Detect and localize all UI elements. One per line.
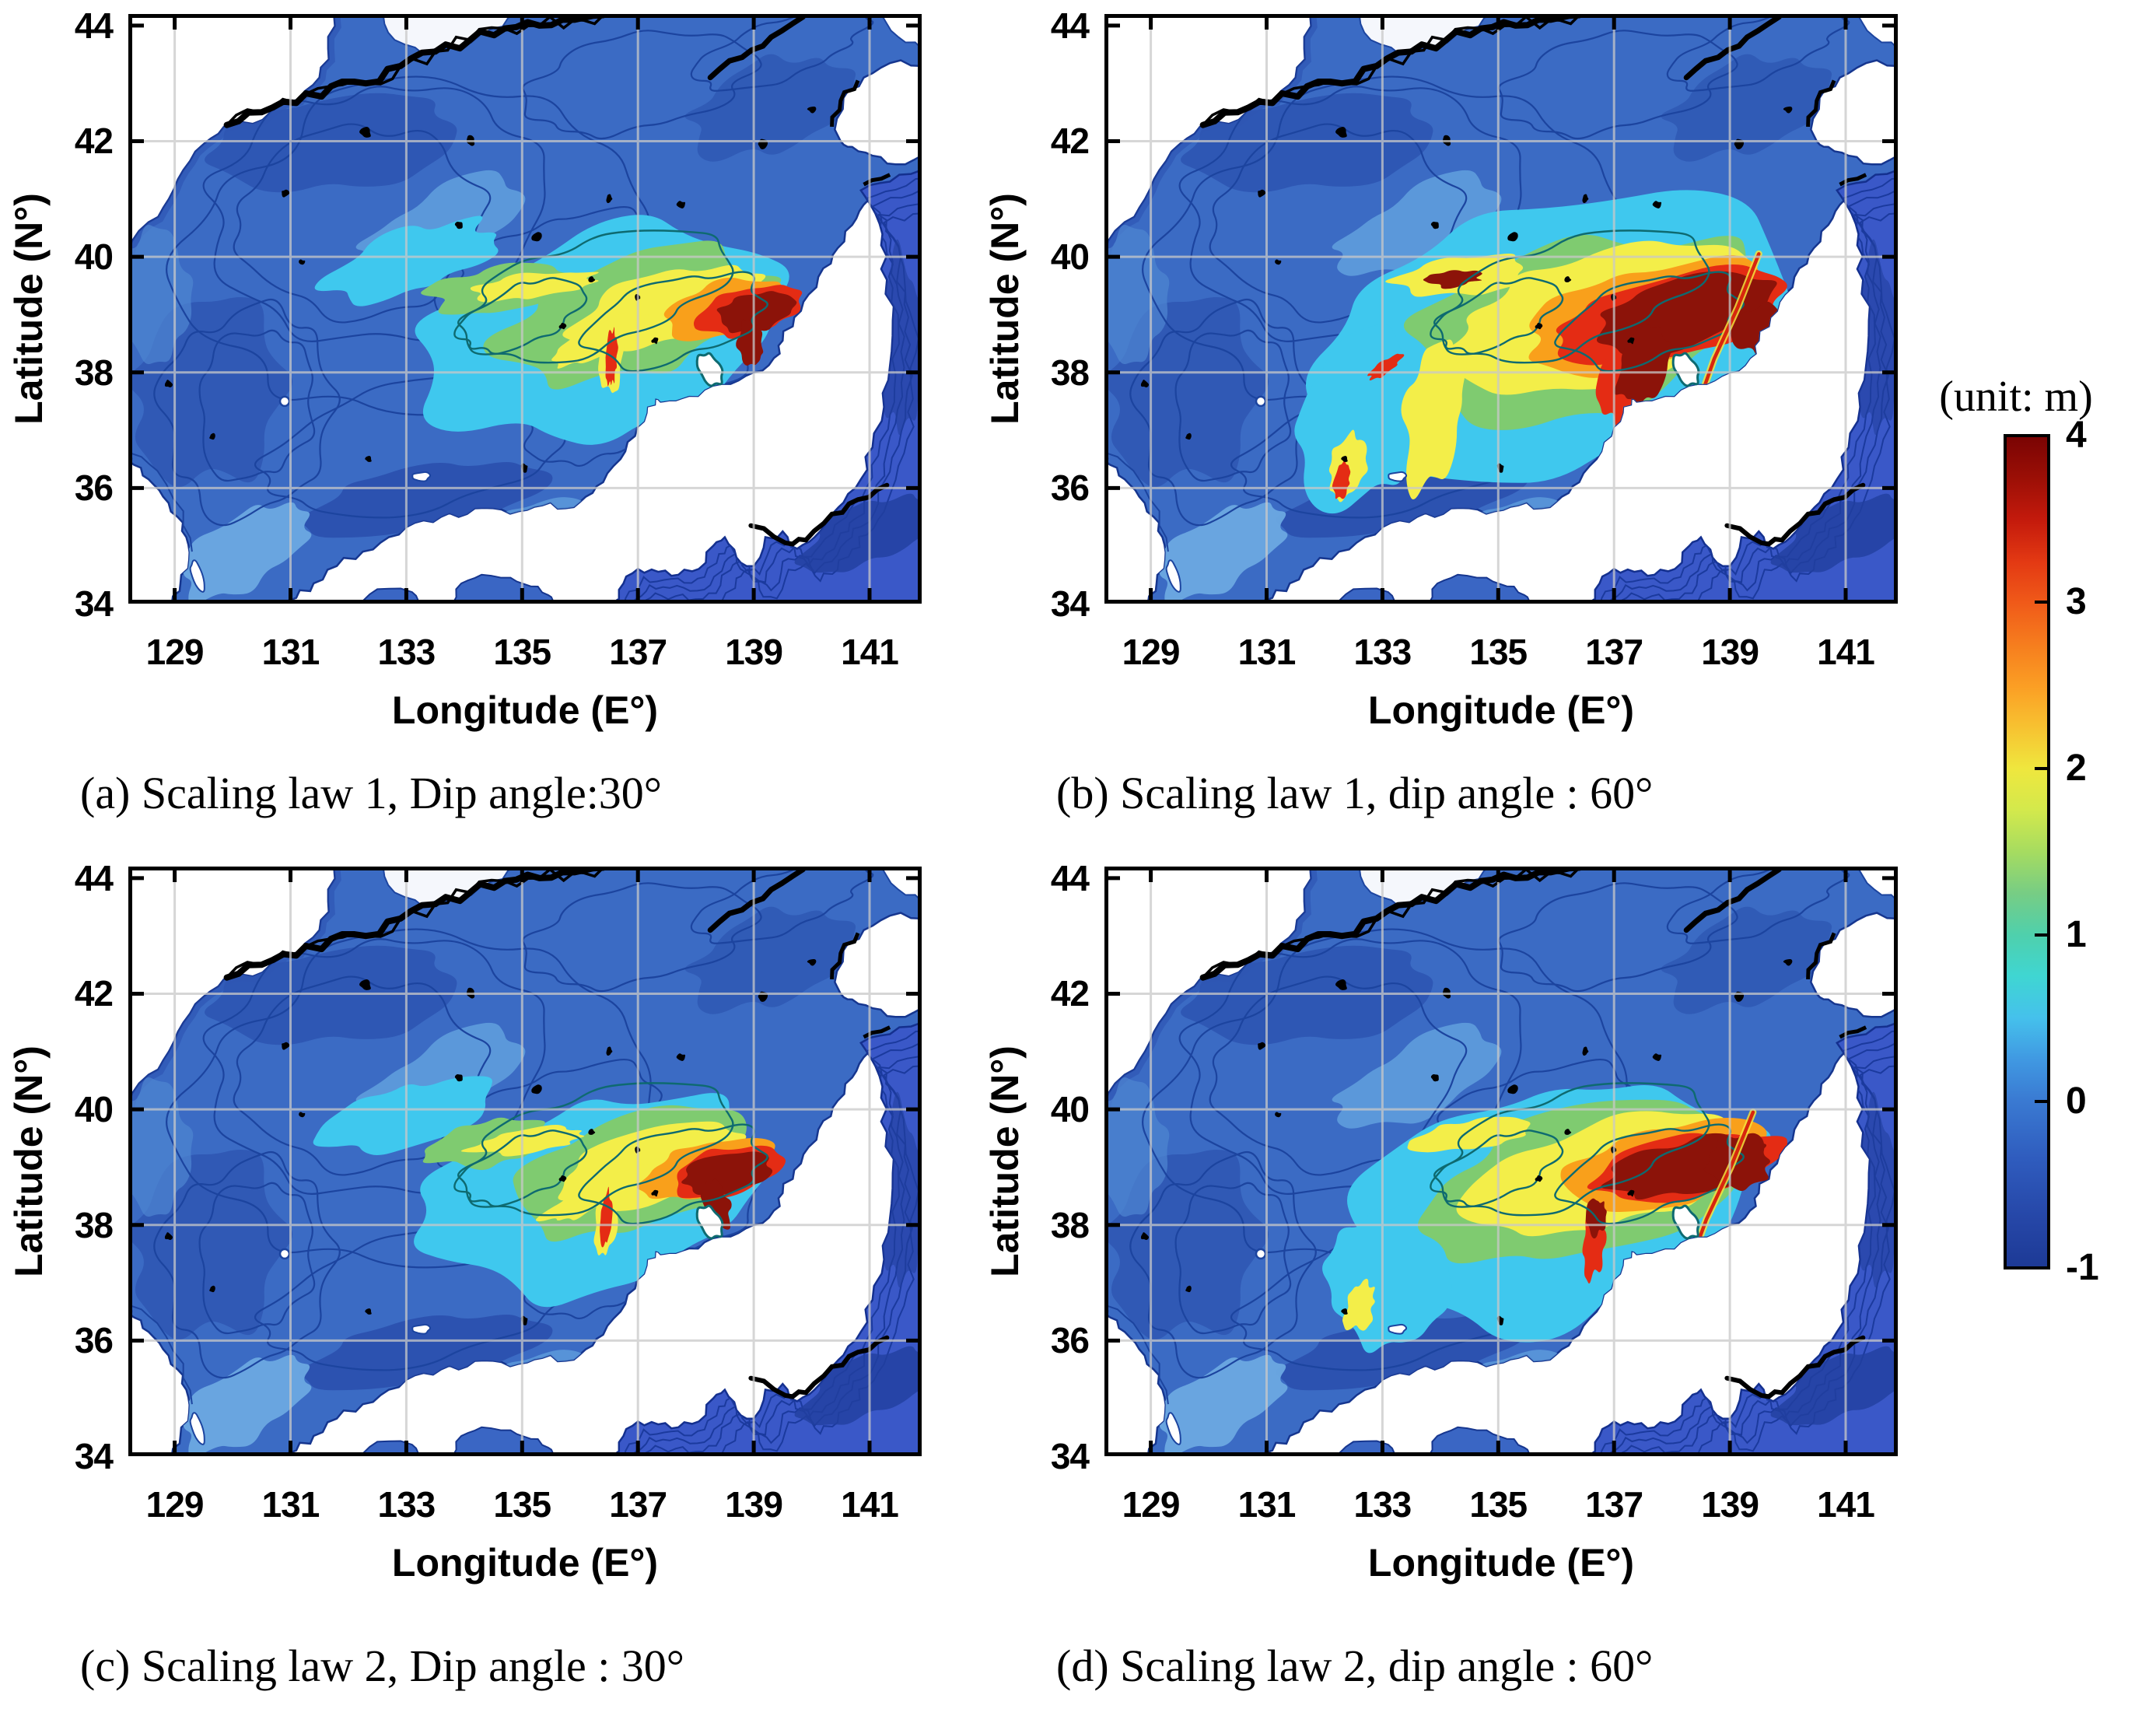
y-tick-label-a-44: 44 [74,5,114,46]
colorbar-gradient [2004,434,2050,1269]
colorbar-tick-label-3: 3 [2066,581,2087,622]
x-tick-label-a-135: 135 [493,632,551,672]
x-tick-label-c-131: 131 [261,1484,320,1525]
y-tick-label-d-40: 40 [1050,1089,1090,1130]
y-tick-label-b-44: 44 [1050,5,1090,46]
y-tick-label-b-38: 38 [1050,352,1090,393]
y-tick-label-d-42: 42 [1050,973,1090,1014]
y-tick-label-d-38: 38 [1050,1204,1090,1245]
x-axis-label-a: Longitude (E°) [391,688,659,732]
y-tick-label-b-34: 34 [1050,583,1090,624]
x-tick-label-c-137: 137 [609,1484,667,1525]
colorbar-tick-label-2: 2 [2066,748,2087,789]
x-tick-label-a-139: 139 [725,632,783,672]
x-tick-label-c-135: 135 [493,1484,551,1525]
x-tick-label-d-129: 129 [1122,1484,1181,1525]
y-tick-label-c-38: 38 [74,1204,114,1245]
y-tick-label-c-40: 40 [74,1089,114,1130]
y-tick-label-d-34: 34 [1050,1436,1090,1476]
caption-c: (c) Scaling law 2, Dip angle : 30° [80,1641,684,1691]
colorbar-tick-mark [2035,767,2047,770]
x-tick-label-c-133: 133 [377,1484,436,1525]
y-tick-label-c-34: 34 [74,1436,114,1476]
x-axis-label-c: Longitude (E°) [391,1541,659,1585]
y-tick-label-a-36: 36 [74,468,114,509]
y-tick-label-c-42: 42 [74,973,114,1014]
colorbar-tick-mark [2035,601,2047,604]
colorbar-tick-label-0: 0 [2066,1080,2087,1122]
map-c [128,867,922,1456]
caption-d: (d) Scaling law 2, dip angle : 60° [1056,1641,1654,1691]
x-tick-label-c-139: 139 [725,1484,783,1525]
x-tick-label-b-135: 135 [1469,632,1528,672]
x-tick-label-c-129: 129 [145,1484,205,1525]
x-tick-label-d-135: 135 [1469,1484,1528,1525]
y-tick-label-a-42: 42 [74,121,114,162]
colorbar-tick-label-1: 1 [2066,914,2087,955]
x-tick-label-d-137: 137 [1585,1484,1643,1525]
x-tick-label-a-133: 133 [377,632,436,672]
x-tick-label-d-141: 141 [1817,1484,1875,1525]
x-tick-label-d-133: 133 [1353,1484,1412,1525]
y-tick-label-c-44: 44 [74,857,114,898]
y-tick-label-c-36: 36 [74,1320,114,1361]
x-tick-label-c-141: 141 [841,1484,899,1525]
colorbar-tick-label-4: 4 [2066,415,2087,456]
map-d [1104,867,1898,1456]
x-axis-label-b: Longitude (E°) [1367,688,1635,732]
x-tick-label-b-139: 139 [1701,632,1759,672]
y-tick-label-a-34: 34 [74,583,114,624]
x-tick-label-b-131: 131 [1237,632,1297,672]
map-b [1104,14,1898,604]
y-tick-label-a-38: 38 [74,352,114,393]
x-axis-label-d: Longitude (E°) [1367,1541,1635,1585]
x-tick-label-a-137: 137 [609,632,667,672]
x-tick-label-b-133: 133 [1353,632,1412,672]
y-tick-label-b-40: 40 [1050,236,1090,278]
x-tick-label-a-131: 131 [261,632,320,672]
x-tick-label-b-129: 129 [1122,632,1181,672]
caption-a: (a) Scaling law 1, Dip angle:30° [80,768,662,818]
map-a [128,14,922,604]
colorbar-tick-mark [2035,933,2047,937]
y-tick-label-b-42: 42 [1050,121,1090,162]
y-tick-label-a-40: 40 [74,236,114,278]
y-tick-label-b-36: 36 [1050,468,1090,509]
x-tick-label-d-139: 139 [1701,1484,1759,1525]
x-tick-label-a-141: 141 [841,632,899,672]
x-tick-label-d-131: 131 [1237,1484,1297,1525]
x-tick-label-b-137: 137 [1585,632,1643,672]
colorbar-tick-mark [2035,1100,2047,1103]
x-tick-label-a-129: 129 [145,632,205,672]
x-tick-label-b-141: 141 [1817,632,1875,672]
y-tick-label-d-44: 44 [1050,857,1090,898]
colorbar-tick-label--1: -1 [2066,1247,2099,1288]
y-tick-label-d-36: 36 [1050,1320,1090,1361]
caption-b: (b) Scaling law 1, dip angle : 60° [1056,768,1654,818]
colorbar-unit-label: (unit: m) [1939,373,2093,421]
